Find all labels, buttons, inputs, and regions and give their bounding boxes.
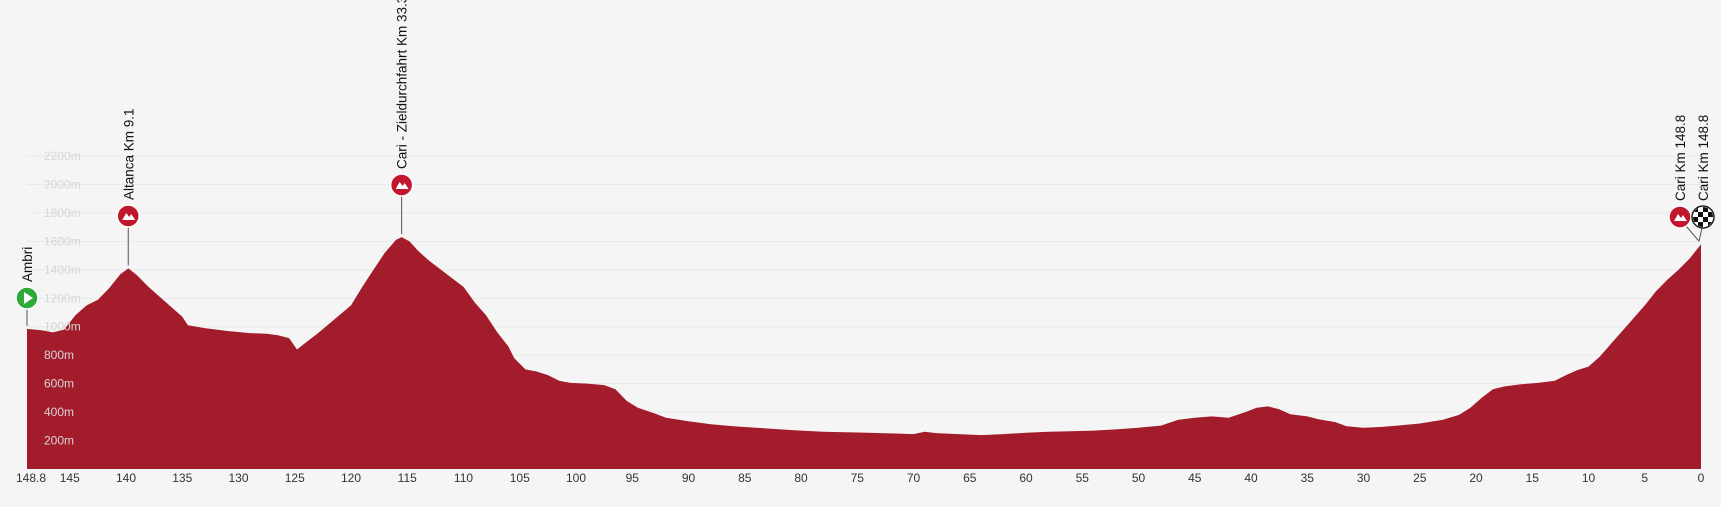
marker-label: Ambri bbox=[20, 247, 35, 282]
checker-square bbox=[1698, 222, 1703, 227]
y-tick-label: 600m bbox=[44, 377, 74, 391]
climb-icon bbox=[389, 173, 414, 197]
x-tick-label: 0 bbox=[1698, 471, 1705, 485]
x-tick-label: 50 bbox=[1132, 471, 1146, 485]
x-tick-label: 60 bbox=[1019, 471, 1033, 485]
climb-icon bbox=[1668, 205, 1692, 229]
marker-leader-line bbox=[1698, 227, 1703, 242]
x-tick-label: 100 bbox=[566, 471, 586, 485]
checker-square bbox=[1703, 217, 1708, 222]
x-tick-label: 30 bbox=[1357, 471, 1371, 485]
x-tick-label: 45 bbox=[1188, 471, 1202, 485]
x-tick-label: 90 bbox=[682, 471, 696, 485]
x-tick-label: 25 bbox=[1413, 471, 1427, 485]
marker-label: Cari Km 148.8 bbox=[1696, 115, 1711, 201]
x-tick-label: 35 bbox=[1301, 471, 1315, 485]
finish-flag-icon bbox=[1691, 205, 1715, 229]
y-tick-label: 800m bbox=[44, 348, 74, 362]
x-tick-label: 110 bbox=[454, 471, 473, 485]
y-axis-ticks: 200m 400m 600m 800m 1000m 1200m 1400m 1600m 1800… bbox=[44, 149, 81, 448]
x-tick-label: 75 bbox=[851, 471, 865, 485]
marker-label: Cari Km 148.8 bbox=[1673, 115, 1688, 201]
climb-icon bbox=[116, 204, 140, 228]
x-tick-label: 15 bbox=[1526, 471, 1540, 485]
x-tick-label: 55 bbox=[1076, 471, 1090, 485]
y-tick-label: 2000m bbox=[44, 177, 81, 191]
start-icon bbox=[15, 286, 39, 310]
y-tick-label: 400m bbox=[44, 405, 74, 419]
checker-square bbox=[1693, 217, 1698, 222]
y-tick-label: 1800m bbox=[44, 206, 81, 220]
x-tick-label: 95 bbox=[626, 471, 640, 485]
checker-square bbox=[1708, 212, 1713, 217]
x-tick-label: 145 bbox=[60, 471, 80, 485]
y-tick-label: 1000m bbox=[44, 320, 81, 334]
mountain-glyph bbox=[122, 213, 136, 220]
x-tick-label: 70 bbox=[907, 471, 921, 485]
x-tick-label: 20 bbox=[1469, 471, 1483, 485]
x-tick-label: 135 bbox=[172, 471, 192, 485]
x-tick-label: 125 bbox=[285, 471, 305, 485]
y-tick-label: 2200m bbox=[44, 149, 81, 163]
checker-square bbox=[1698, 212, 1703, 217]
marker-label: Cari - Zieldurchfahrt Km 33.3 bbox=[395, 0, 410, 169]
x-axis-ticks: 148.8 145 140 135 130 125 120 115 110 105 100 95 90 8… bbox=[16, 471, 1705, 485]
y-tick-label: 200m bbox=[44, 434, 74, 448]
x-tick-label: 85 bbox=[738, 471, 752, 485]
y-tick-label: 1200m bbox=[44, 291, 81, 305]
x-tick-label: 148.8 bbox=[16, 471, 46, 485]
x-tick-label: 40 bbox=[1244, 471, 1258, 485]
x-tick-label: 10 bbox=[1582, 471, 1596, 485]
marker-leader-line bbox=[1685, 225, 1700, 242]
x-tick-label: 140 bbox=[116, 471, 136, 485]
route-markers: Ambri Altanca Km 9.1 Cari - Zieldurchfahrt… bbox=[15, 0, 1715, 326]
checker-square bbox=[1703, 207, 1708, 212]
marker-label: Altanca Km 9.1 bbox=[121, 108, 136, 200]
y-tick-label: 1400m bbox=[44, 263, 81, 277]
x-tick-label: 120 bbox=[341, 471, 361, 485]
mountain-glyph bbox=[395, 182, 409, 189]
x-tick-label: 115 bbox=[398, 471, 417, 485]
elevation-area bbox=[27, 237, 1701, 469]
x-tick-label: 105 bbox=[510, 471, 530, 485]
x-tick-label: 80 bbox=[794, 471, 808, 485]
x-tick-label: 5 bbox=[1641, 471, 1648, 485]
x-tick-label: 65 bbox=[963, 471, 977, 485]
mountain-glyph bbox=[1674, 214, 1687, 221]
y-tick-label: 1600m bbox=[44, 234, 81, 248]
x-tick-label: 130 bbox=[228, 471, 248, 485]
play-glyph bbox=[24, 292, 33, 304]
